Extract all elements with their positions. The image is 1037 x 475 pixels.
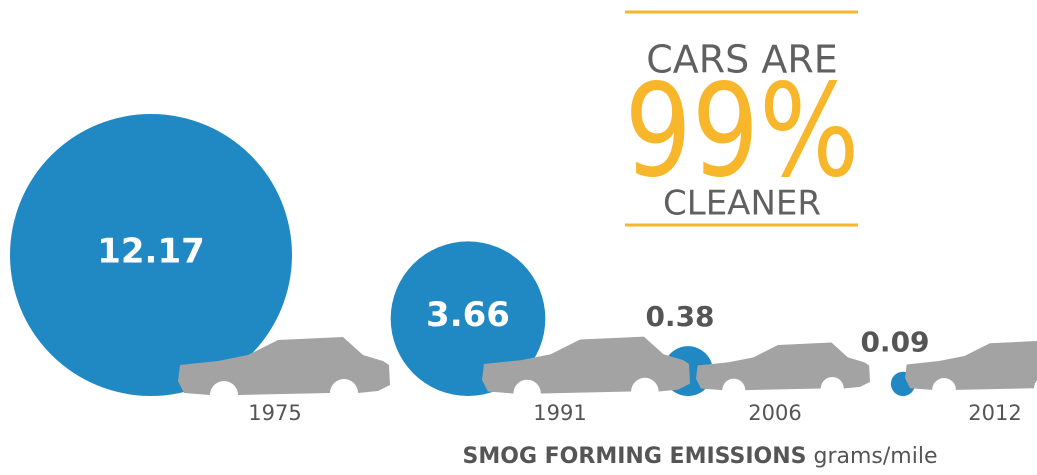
header-top: CARS ARE xyxy=(646,38,838,82)
category-label: 2006 xyxy=(748,401,801,425)
category-label: 1991 xyxy=(533,401,586,425)
axis-label: SMOG FORMING EMISSIONS grams/mile xyxy=(463,444,938,469)
header-big: 99% xyxy=(625,57,860,206)
car-icon xyxy=(696,342,870,391)
value-label: 0.09 xyxy=(860,326,929,359)
bubble xyxy=(390,241,546,396)
value-label: 3.66 xyxy=(426,295,510,335)
axis-label-bold: SMOG FORMING EMISSIONS xyxy=(463,444,807,469)
axis-label-unit: grams/mile xyxy=(814,444,938,469)
header-bottom: CLEANER xyxy=(663,184,821,224)
value-label: 0.38 xyxy=(645,300,714,333)
bubble xyxy=(10,114,292,396)
category-label: 2012 xyxy=(968,401,1021,425)
value-label: 12.17 xyxy=(97,232,205,272)
category-label: 1975 xyxy=(248,401,301,425)
